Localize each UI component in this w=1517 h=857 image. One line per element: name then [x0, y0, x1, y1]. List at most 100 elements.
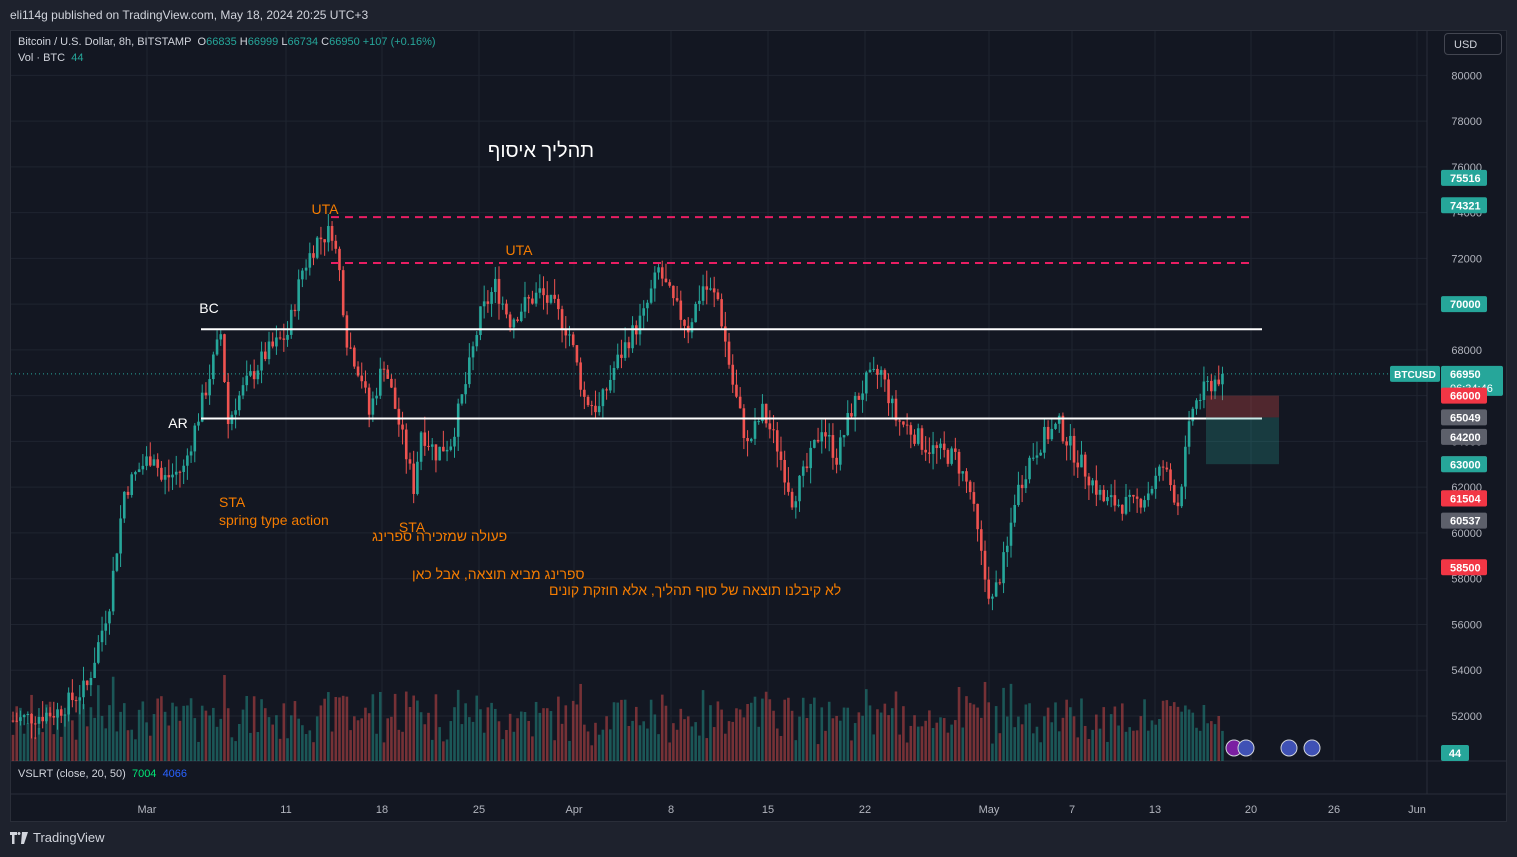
price-tick: 78000	[1451, 116, 1482, 128]
candle-body	[338, 248, 341, 271]
volume-bars	[11, 675, 1224, 761]
volume-bar	[965, 696, 968, 761]
candle-body	[301, 270, 304, 280]
candle-body	[200, 392, 204, 422]
volume-bar	[853, 723, 857, 761]
price-chart[interactable]: תהליך איסוף UTA UTA BC AR STA spring type acti…	[11, 31, 1506, 821]
candle-body	[746, 438, 749, 442]
candle-body	[631, 325, 634, 349]
price-label-bg	[1441, 428, 1487, 445]
candle-body	[879, 370, 883, 375]
candle-body	[1191, 408, 1195, 422]
volume-bar	[41, 732, 44, 761]
candle-body	[108, 611, 111, 624]
candle-body	[1165, 467, 1169, 470]
volume-bar	[22, 733, 26, 761]
volume-bar	[219, 718, 223, 761]
volume-bar	[263, 708, 267, 761]
volume-bar	[160, 696, 163, 761]
candle-body	[1143, 500, 1146, 508]
volume-bar	[97, 685, 100, 761]
candle-body	[980, 529, 983, 551]
volume-bar	[434, 694, 438, 761]
indicator-legend[interactable]: VSLRT (close, 20, 50) 7004 4066	[18, 768, 187, 780]
candle-body	[219, 334, 223, 340]
price-tick: 68000	[1451, 345, 1482, 357]
candle-body	[1184, 446, 1187, 487]
candle-body	[263, 351, 267, 360]
volume-bar	[527, 720, 530, 761]
candle-body	[1024, 479, 1028, 489]
candle-body	[449, 446, 453, 450]
candle-body	[928, 452, 931, 454]
volume-bar	[167, 725, 171, 761]
volume-bar	[301, 725, 304, 761]
candle-body	[74, 700, 78, 702]
volume-bar	[186, 705, 189, 761]
volume-bar	[479, 709, 482, 761]
volume-bar	[594, 722, 597, 761]
volume-bar	[549, 711, 553, 761]
candle-body	[353, 347, 356, 367]
volume-bar	[141, 701, 145, 761]
note-line-2: לא קיבלנו תוצאה של סוף תהליך, אלא חוזקת …	[549, 582, 841, 598]
volume-bar	[223, 675, 226, 761]
candle-body	[30, 713, 33, 724]
volume-bar	[256, 732, 260, 761]
chart-frame[interactable]: תהליך איסוף UTA UTA BC AR STA spring type acti…	[10, 30, 1507, 822]
price-label: 64200	[1450, 432, 1481, 444]
volume-bar	[245, 695, 249, 761]
volume-bar	[976, 707, 979, 761]
candle-body	[842, 435, 846, 438]
candle-body	[583, 389, 586, 397]
volume-bar	[887, 715, 890, 761]
candle-body	[527, 297, 530, 299]
candle-body	[11, 720, 15, 722]
volume-bar	[1169, 706, 1172, 761]
symbol-title[interactable]: Bitcoin / U.S. Dollar, 8h, BITSTAMP	[18, 36, 192, 48]
candle-body	[163, 475, 167, 480]
volume-bar	[456, 689, 460, 761]
candle-body	[59, 709, 63, 716]
candle-body	[245, 375, 249, 386]
candle-body	[876, 368, 879, 375]
volume-bar	[260, 699, 263, 761]
volume-bar	[557, 696, 560, 761]
volume-bar	[430, 739, 434, 761]
volume-bar	[1005, 716, 1009, 761]
candle-body	[1083, 454, 1087, 477]
candle-body	[531, 298, 534, 304]
volume-bar	[1210, 721, 1213, 761]
candle-body	[853, 395, 857, 417]
candle-body	[839, 437, 842, 465]
volume-bar	[683, 719, 686, 761]
candle-body	[364, 381, 367, 388]
footer-brand[interactable]: TradingView	[10, 830, 105, 845]
candle-body	[393, 387, 397, 409]
volume-label[interactable]: Vol · BTC	[18, 52, 66, 64]
indicator-value-1: 7004	[131, 768, 157, 780]
volume-bar	[393, 693, 397, 761]
volume-bar	[801, 697, 805, 761]
volume-bar	[631, 720, 634, 761]
volume-bar	[586, 731, 590, 761]
volume-bar	[1135, 730, 1139, 761]
candle-body	[71, 692, 74, 701]
candle-body	[653, 272, 657, 289]
candle-body	[920, 428, 924, 450]
volume-row: Vol · BTC 44	[18, 52, 436, 68]
volume-bar	[349, 730, 352, 761]
volume-value: 44	[71, 52, 84, 64]
candle-body	[987, 579, 991, 599]
currency-button[interactable]: USD	[1444, 33, 1502, 55]
uta-label-1: UTA	[312, 201, 340, 217]
candle-body	[1176, 502, 1180, 507]
volume-bar	[764, 691, 768, 761]
ohlc-row: Bitcoin / U.S. Dollar, 8h, BITSTAMP O668…	[18, 36, 436, 52]
candle-body	[1132, 494, 1135, 497]
volume-bar	[646, 728, 649, 761]
candle-body	[26, 713, 30, 716]
candle-body	[78, 697, 82, 701]
sta-label-2: STA	[399, 519, 426, 535]
volume-bar	[916, 726, 920, 761]
